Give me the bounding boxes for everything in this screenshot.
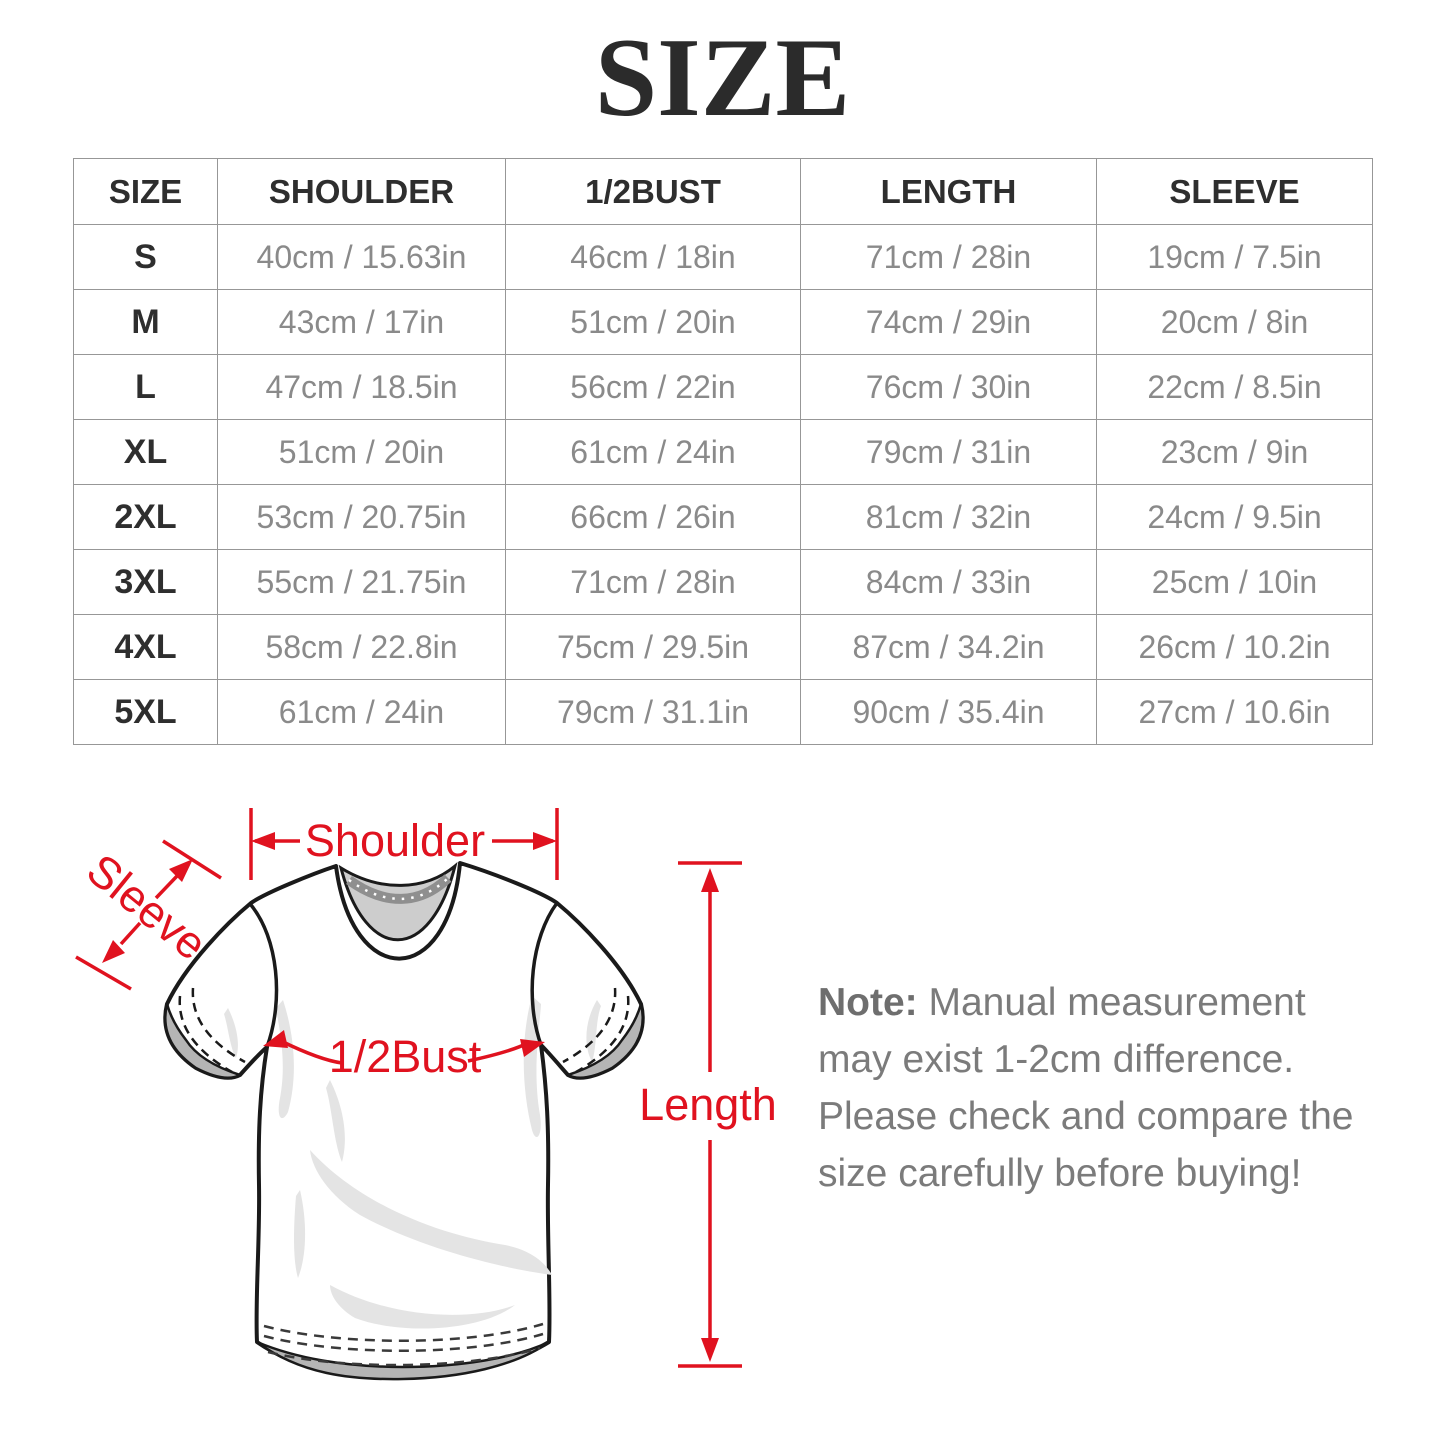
table-row: 2XL 53cm / 20.75in 66cm / 26in 81cm / 32…: [73, 484, 1373, 550]
table-cell: 66cm / 26in: [505, 484, 801, 550]
table-cell: 23cm / 9in: [1096, 419, 1373, 485]
table-cell: 81cm / 32in: [800, 484, 1097, 550]
note-label: Note:: [818, 981, 918, 1024]
size-table: SIZE SHOULDER 1/2BUST LENGTH SLEEVE S 40…: [73, 158, 1373, 745]
collar: [338, 861, 458, 942]
table-cell: 84cm / 33in: [800, 549, 1097, 615]
size-cell: 3XL: [73, 549, 218, 615]
table-cell: 56cm / 22in: [505, 354, 801, 420]
table-cell: 71cm / 28in: [505, 549, 801, 615]
table-cell: 61cm / 24in: [505, 419, 801, 485]
note-body: Manual measurement may exist 1-2cm diffe…: [818, 981, 1354, 1195]
header-cell-sleeve: SLEEVE: [1096, 158, 1373, 225]
header-cell-size: SIZE: [73, 158, 218, 225]
table-row: S 40cm / 15.63in 46cm / 18in 71cm / 28in…: [73, 224, 1373, 290]
table-cell: 55cm / 21.75in: [217, 549, 506, 615]
size-cell: S: [73, 224, 218, 290]
table-cell: 71cm / 28in: [800, 224, 1097, 290]
table-cell: 26cm / 10.2in: [1096, 614, 1373, 680]
tshirt-graphic: [163, 861, 645, 1381]
size-cell: 2XL: [73, 484, 218, 550]
table-cell: 25cm / 10in: [1096, 549, 1373, 615]
page-title: SIZE: [594, 16, 851, 140]
bust-measure-arrow: 1/2Bust: [263, 1030, 545, 1082]
table-cell: 22cm / 8.5in: [1096, 354, 1373, 420]
table-cell: 24cm / 9.5in: [1096, 484, 1373, 550]
length-measure-arrow: Length: [639, 861, 777, 1368]
table-cell: 75cm / 29.5in: [505, 614, 801, 680]
table-row: 5XL 61cm / 24in 79cm / 31.1in 90cm / 35.…: [73, 679, 1373, 745]
table-cell: 51cm / 20in: [505, 289, 801, 355]
size-cell: M: [73, 289, 218, 355]
table-cell: 76cm / 30in: [800, 354, 1097, 420]
table-row: 3XL 55cm / 21.75in 71cm / 28in 84cm / 33…: [73, 549, 1373, 615]
tshirt-measurement-diagram: Shoulder Sleeve 1/2Bust Length: [75, 808, 777, 1381]
table-row: 4XL 58cm / 22.8in 75cm / 29.5in 87cm / 3…: [73, 614, 1373, 680]
table-cell: 47cm / 18.5in: [217, 354, 506, 420]
table-cell: 58cm / 22.8in: [217, 614, 506, 680]
table-cell: 79cm / 31in: [800, 419, 1097, 485]
size-cell: XL: [73, 419, 218, 485]
header-cell-length: LENGTH: [800, 158, 1097, 225]
table-row: L 47cm / 18.5in 56cm / 22in 76cm / 30in …: [73, 354, 1373, 420]
bust-label: 1/2Bust: [329, 1031, 482, 1082]
shoulder-measure-arrow: Shoulder: [249, 808, 559, 880]
table-row: XL 51cm / 20in 61cm / 24in 79cm / 31in 2…: [73, 419, 1373, 485]
table-cell: 87cm / 34.2in: [800, 614, 1097, 680]
table-cell: 43cm / 17in: [217, 289, 506, 355]
table-row: M 43cm / 17in 51cm / 20in 74cm / 29in 20…: [73, 289, 1373, 355]
table-cell: 19cm / 7.5in: [1096, 224, 1373, 290]
note-text: Note: Manual measurement may exist 1-2cm…: [818, 974, 1363, 1202]
size-cell: 5XL: [73, 679, 218, 745]
table-cell: 46cm / 18in: [505, 224, 801, 290]
table-cell: 51cm / 20in: [217, 419, 506, 485]
size-cell: 4XL: [73, 614, 218, 680]
table-cell: 20cm / 8in: [1096, 289, 1373, 355]
table-cell: 40cm / 15.63in: [217, 224, 506, 290]
table-cell: 90cm / 35.4in: [800, 679, 1097, 745]
table-cell: 27cm / 10.6in: [1096, 679, 1373, 745]
table-cell: 79cm / 31.1in: [505, 679, 801, 745]
table-cell: 74cm / 29in: [800, 289, 1097, 355]
shoulder-label: Shoulder: [305, 815, 485, 866]
table-cell: 53cm / 20.75in: [217, 484, 506, 550]
size-cell: L: [73, 354, 218, 420]
header-cell-shoulder: SHOULDER: [217, 158, 506, 225]
table-cell: 61cm / 24in: [217, 679, 506, 745]
length-label: Length: [639, 1079, 777, 1130]
header-cell-bust: 1/2BUST: [505, 158, 801, 225]
table-header-row: SIZE SHOULDER 1/2BUST LENGTH SLEEVE: [73, 158, 1373, 225]
